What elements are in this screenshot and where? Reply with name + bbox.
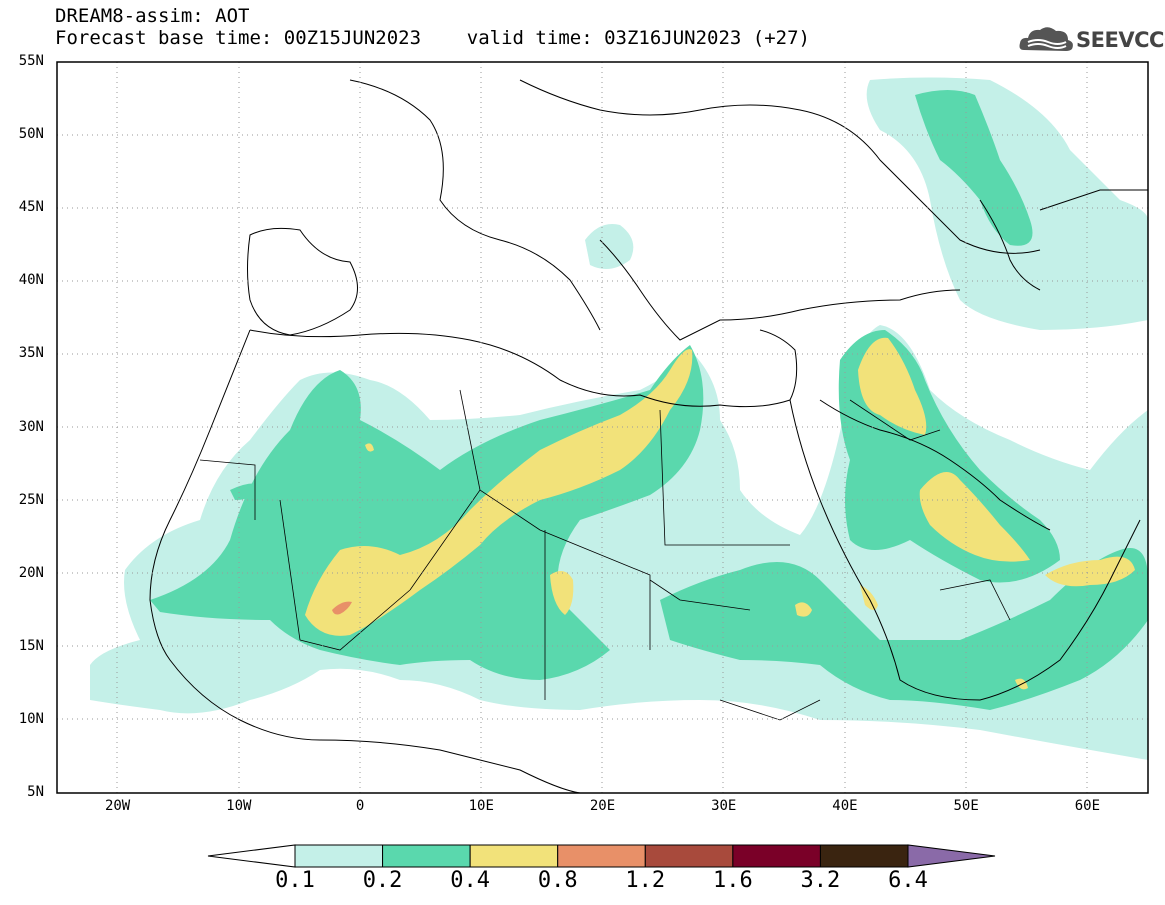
colorbar-label-6: 3.2 (800, 868, 841, 893)
cloud-logo-icon (1019, 27, 1073, 51)
colorbar-label-4: 1.2 (625, 868, 666, 893)
lon-label-40e: 40E (832, 798, 858, 814)
lat-label-35n: 35N (18, 345, 44, 362)
map-title: DREAM8-assim: AOT (55, 5, 250, 27)
lon-label-50e: 50E (953, 798, 979, 814)
lat-label-50n: 50N (18, 126, 44, 143)
lon-label-20w: 20W (104, 798, 131, 814)
forecast-time-line: Forecast base time: 00Z15JUN2023 valid t… (55, 27, 810, 49)
colorbar-label-0: 0.1 (275, 868, 315, 893)
lat-label-55n: 55N (18, 53, 44, 69)
colorbar-label-1: 0.2 (362, 868, 403, 893)
lat-label-5n: 5N (27, 784, 44, 800)
aot-band-0.8 (332, 601, 352, 615)
lat-label-40n: 40N (18, 272, 44, 289)
lon-label-0: 0 (355, 798, 365, 814)
lon-label-10w: 10W (226, 798, 252, 814)
lat-label-20n: 20N (18, 564, 44, 581)
coastlines (149, 79, 1148, 793)
lat-label-45n: 45N (18, 199, 44, 216)
colorbar-label-7: 6.4 (888, 868, 928, 893)
map-frame (56, 61, 1149, 794)
lon-label-60e: 60E (1074, 798, 1101, 814)
lon-label-10e: 10E (468, 798, 494, 814)
colorbar-label-2: 0.4 (450, 868, 491, 893)
political-borders (199, 389, 1011, 721)
lat-label-25n: 25N (18, 491, 44, 508)
colorbar-label-3: 0.8 (537, 868, 578, 893)
aot-band-0.4 (305, 337, 1135, 690)
lat-lon-grid (57, 62, 1148, 793)
lon-label-20e: 20E (589, 798, 616, 814)
lat-label-10n: 10N (18, 710, 44, 727)
aot-band-0.2 (150, 90, 1148, 710)
colorbar-label-5: 1.6 (712, 868, 753, 893)
lat-label-30n: 30N (18, 418, 44, 435)
lat-label-15n: 15N (18, 637, 44, 654)
logo-text: SEEVCCC (1076, 28, 1165, 52)
lon-label-30e: 30E (711, 798, 737, 814)
